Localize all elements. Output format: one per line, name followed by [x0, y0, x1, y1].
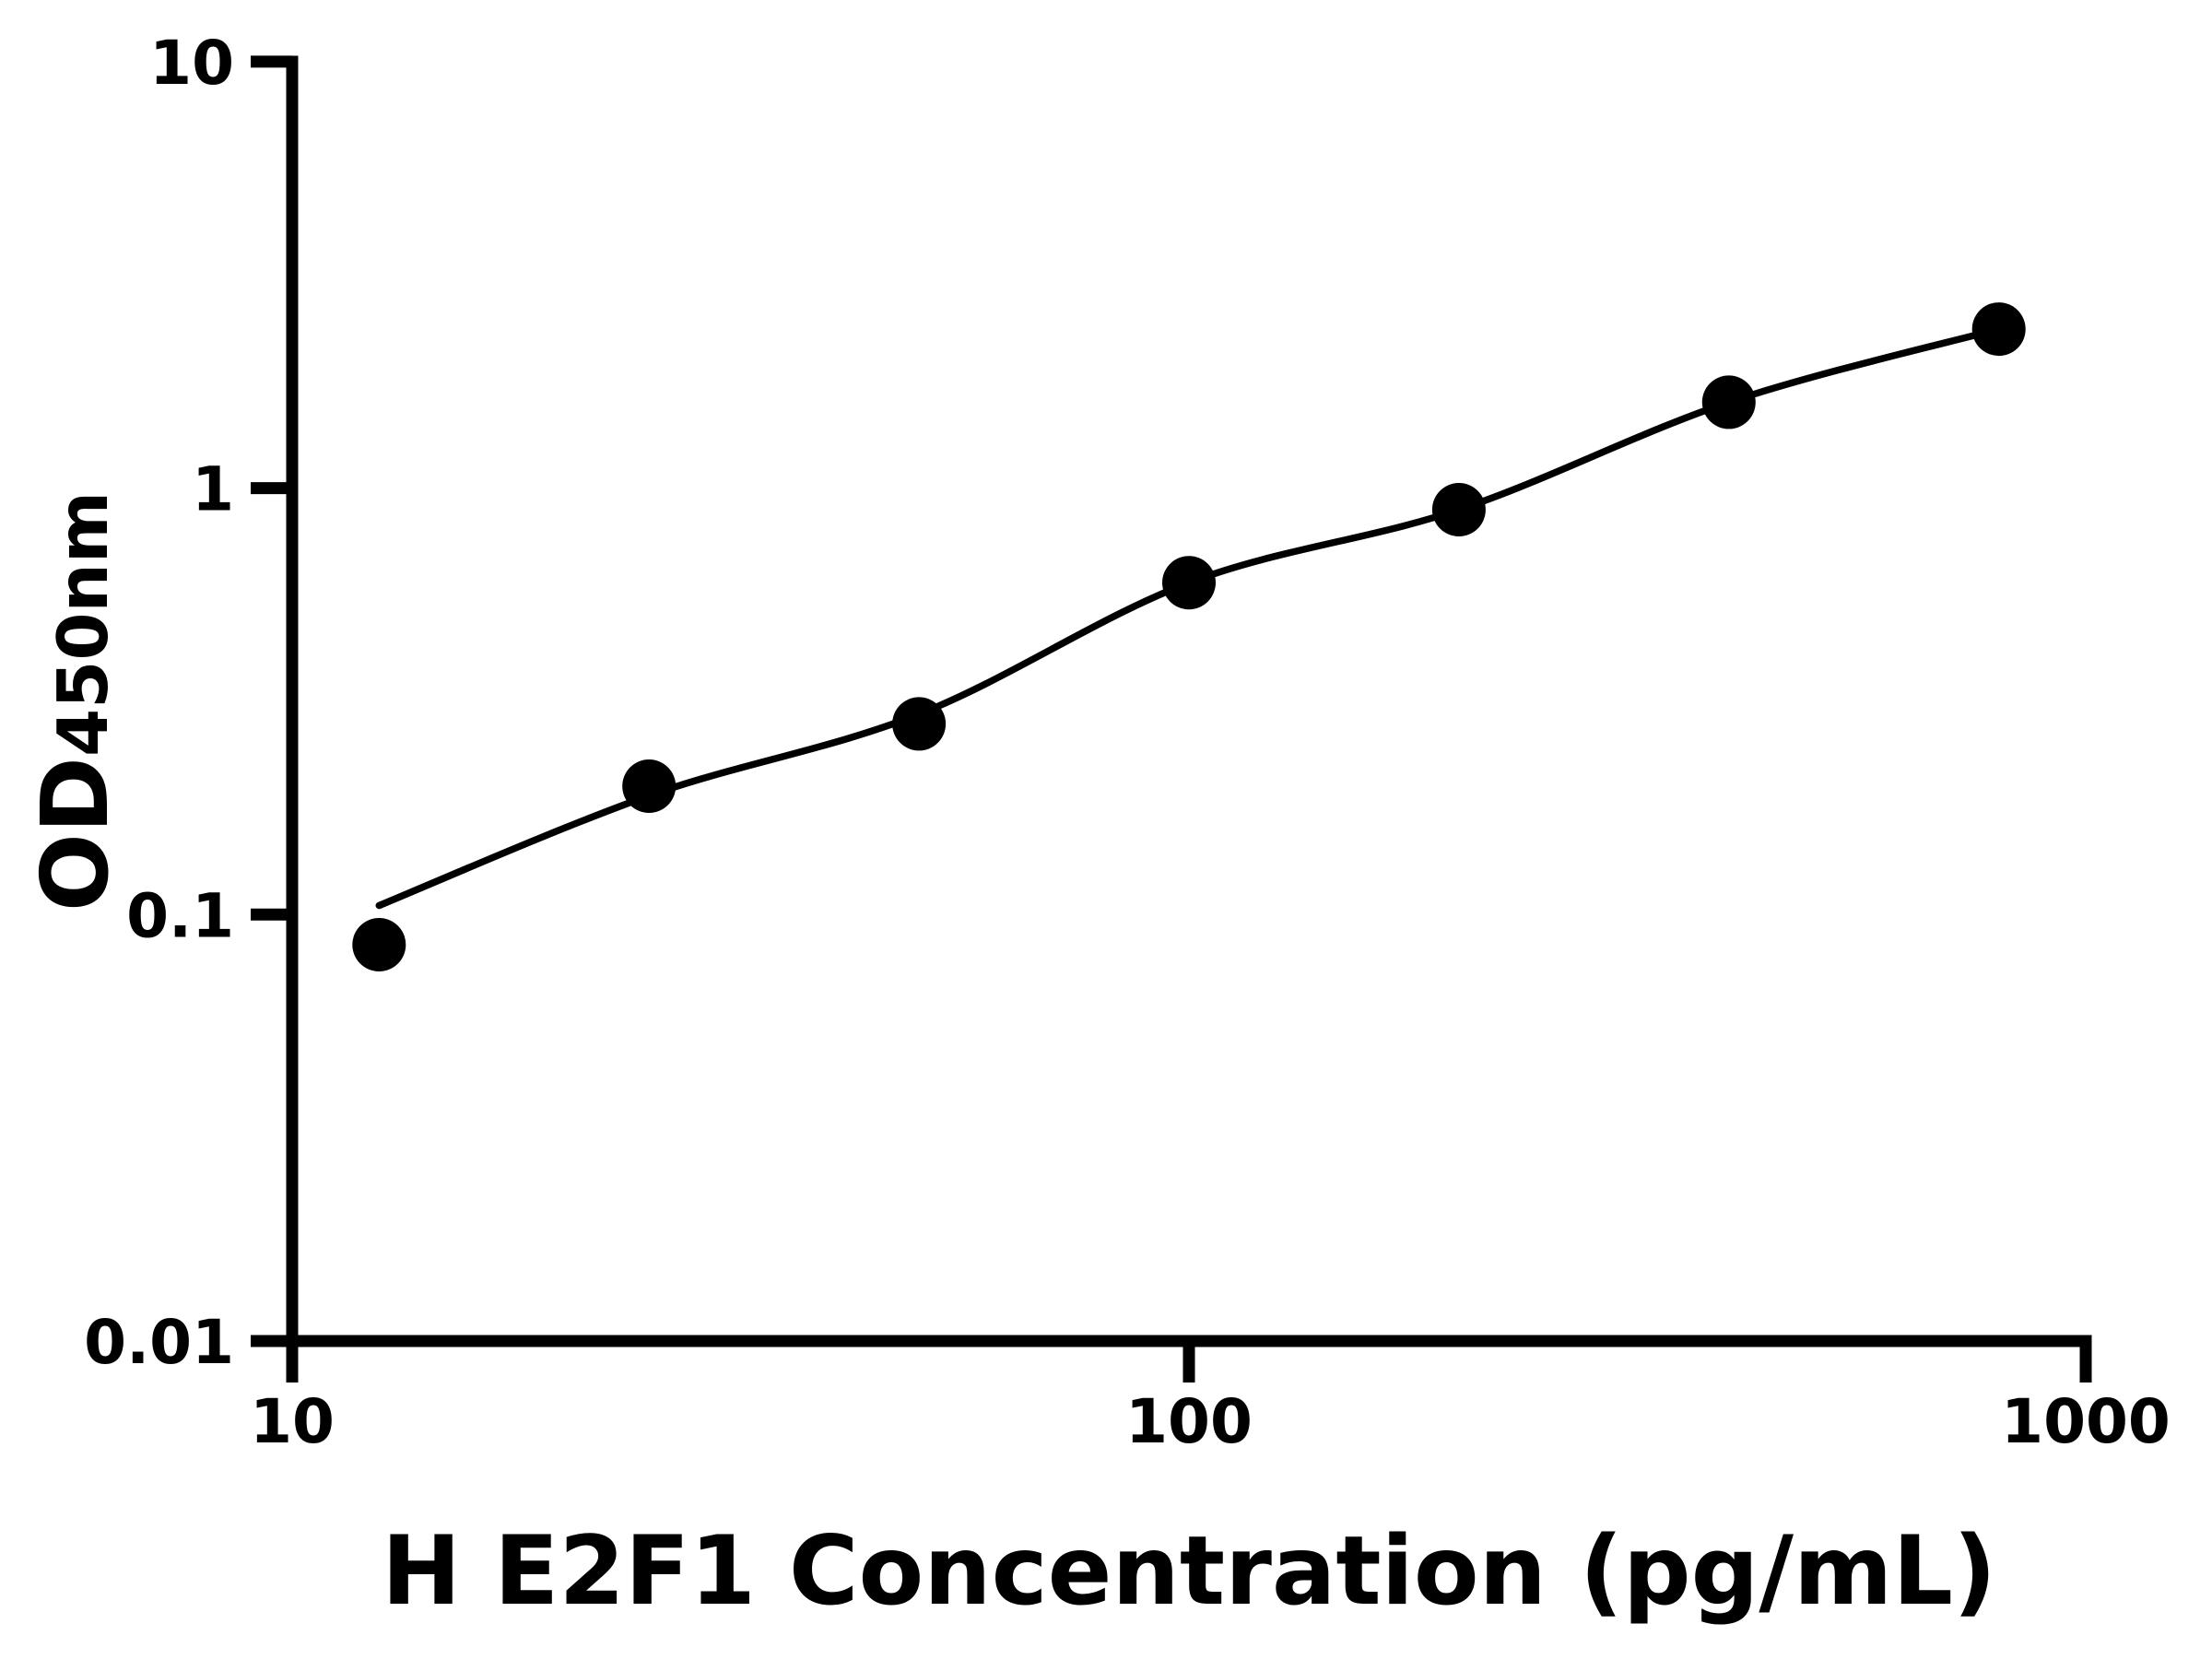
x-tick-label-1000: 1000 [2001, 1386, 2171, 1457]
axes-spine [286, 55, 2092, 1347]
x-axis-title: H E2F1 Concentration (pg/mL) [382, 1516, 1996, 1627]
y-tick-label-10: 10 [149, 28, 234, 99]
data-point-x12.5 [352, 918, 406, 971]
data-point-x800 [1971, 302, 2026, 357]
data-point-x400 [1701, 375, 1756, 429]
y-axis-ticks [251, 55, 292, 1347]
y-axis-title-main: OD [21, 757, 129, 912]
y-axis-title-subscript: 450nm [42, 491, 124, 757]
data-point-markers [352, 302, 2026, 971]
y-tick-label-1: 1 [192, 454, 234, 525]
y-tick-label-0.1: 0.1 [126, 880, 234, 951]
y-axis-title: OD450nm [21, 491, 129, 912]
data-point-x100 [1162, 556, 1216, 610]
x-axis-tick-labels: 10 100 1000 [250, 1386, 2171, 1457]
data-point-x200 [1431, 483, 1486, 536]
x-tick-label-100: 100 [1125, 1386, 1253, 1457]
data-point-x50 [892, 697, 947, 751]
data-point-x25 [622, 759, 677, 813]
y-axis-tick-labels: 10 1 0.1 0.01 [84, 28, 234, 1378]
x-tick-label-10: 10 [250, 1386, 335, 1457]
x-axis-ticks [286, 1341, 2092, 1382]
fitted-curve-line [375, 325, 2003, 910]
y-tick-label-0.01: 0.01 [84, 1307, 234, 1378]
